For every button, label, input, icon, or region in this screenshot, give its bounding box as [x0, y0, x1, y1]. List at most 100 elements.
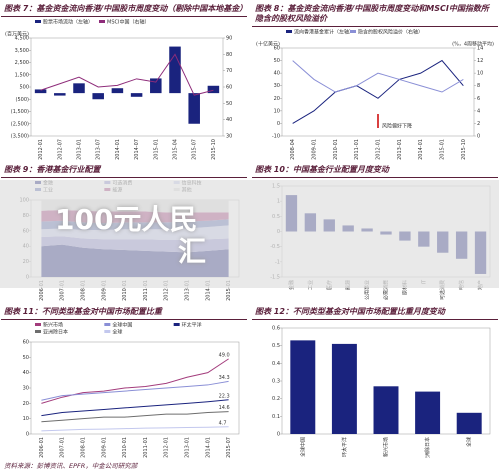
y-tick-label: 10: [477, 71, 483, 77]
y-tick-label: 30: [226, 134, 232, 140]
y-tick-label: 80: [226, 52, 232, 58]
x-tick-label: 2010-01: [122, 280, 128, 301]
y-tick-label: 0.6: [272, 326, 280, 332]
y-tick-label: 4,500: [15, 36, 29, 42]
y-axis-label: (百万美元): [5, 31, 29, 38]
x-tick-label: 2011-01: [143, 437, 149, 458]
y-tick-label: 0: [277, 432, 280, 438]
bar: [130, 93, 143, 97]
y-tick-label: 8: [477, 83, 480, 89]
x-tick-label: 2015-10: [211, 139, 217, 160]
bar: [92, 93, 104, 100]
legend-label: 全球中国: [112, 322, 132, 329]
source: 资料来源：彭博资讯、EPFR，中金公司研究部: [4, 462, 138, 470]
legend-label: 隐含的股权风险溢价（右轴）: [358, 29, 423, 36]
chart-title: 图表 10：中国基金行业配置月度变动: [252, 163, 498, 178]
x-tick-label: 环太平洋: [341, 437, 348, 457]
overlay-text: 汇: [178, 235, 207, 268]
x-tick-label: 2012-01: [38, 139, 44, 160]
y-tick-label: 500: [19, 85, 29, 91]
x-tick-label: 2008-01: [81, 280, 87, 301]
y-tick-label: 10: [23, 416, 29, 422]
x-tick-label: 亚洲除日本: [424, 437, 431, 458]
panel: 图表 12：不同类型基金对中国市场配置比重月度变动 0 0.1 0.2 0.3 0.4 0.…: [252, 305, 498, 458]
y-tick-label: 0.3: [272, 379, 280, 385]
line: [292, 59, 464, 124]
x-tick-label: 2014-01: [115, 139, 121, 160]
legend-swatch: [35, 330, 41, 333]
y-tick-label: 60: [226, 85, 232, 91]
x-tick-label: 2015-07: [226, 437, 232, 458]
y-tick-label: (2,500): [11, 121, 29, 127]
line: [41, 399, 229, 417]
x-tick-label: 全球: [466, 437, 473, 447]
y-tick-label: 0.2: [272, 396, 280, 402]
bar: [169, 46, 181, 94]
x-tick-label: 2006-01: [39, 280, 45, 301]
bar: [73, 83, 85, 94]
value-label: 49.0: [219, 352, 230, 358]
y-tick-label: 6: [477, 96, 480, 102]
bar: [456, 412, 482, 434]
x-tick-label: 全球中国: [299, 437, 306, 457]
y-tick-label: 2,500: [15, 60, 29, 66]
x-tick-label: 2013-01: [397, 139, 403, 160]
chart-title: 图表 7：基金资金流向香港/中国股市周度变动（剔除中国本地基金）: [1, 2, 247, 17]
legend-swatch: [286, 30, 292, 33]
bar: [290, 340, 316, 434]
y-tick-label: 0: [277, 121, 280, 127]
x-tick-label: 2011-01: [143, 280, 149, 301]
x-tick-label: 公用事业: [364, 280, 371, 300]
x-tick-label: 2007-01: [60, 280, 66, 301]
legend-swatch: [173, 323, 180, 326]
x-tick-label: 2012-01: [164, 280, 170, 301]
x-tick-label: 2013-01: [185, 437, 191, 458]
legend-swatch: [104, 323, 111, 326]
y-tick-label: 4: [477, 108, 480, 114]
x-tick-label: 新兴市场: [383, 437, 390, 457]
legend-label: 全球: [112, 329, 122, 336]
legend-label: 亚洲除日本: [43, 329, 68, 336]
x-tick-label: 2013-01: [77, 139, 83, 160]
x-tick-label: 2015-01: [153, 139, 159, 160]
y-tick-label: 0: [26, 432, 29, 438]
value-label: 22.3: [219, 393, 230, 399]
chart: (3,500) (2,500) (1,500) (500) 500 1,500 2,500 3…: [5, 19, 232, 160]
overlay: 100元人民 汇: [0, 180, 499, 288]
legend-swatch: [350, 30, 356, 33]
legend-label: 新兴市场: [43, 322, 63, 329]
x-tick-label: 2014-01: [418, 139, 424, 160]
y-axis-label: (十亿美元): [256, 41, 280, 48]
annotation: 风险偏好下降: [382, 123, 412, 130]
line: [41, 426, 229, 432]
y-tick-label: 3,500: [15, 48, 29, 54]
y-tick-label: 0.5: [272, 343, 280, 349]
y-tick-label: 0.4: [272, 361, 280, 367]
y2-axis-label: (%，4周移动平均): [452, 41, 494, 48]
chart-title: 图表 11：不同类型基金对中国市场配置比重: [1, 305, 247, 320]
value-label: 4.7: [219, 420, 227, 426]
y-tick-label: 60: [274, 46, 280, 52]
bar: [34, 89, 47, 94]
x-tick-label: 2012-01: [376, 139, 382, 160]
x-tick-label: 2015-10: [461, 139, 467, 160]
x-tick-label: 2014-01: [205, 280, 211, 301]
chart-title: 图表 9：香港基金行业配置: [1, 163, 247, 178]
overlay-text: 100元人民: [55, 203, 198, 236]
y-tick-label: 0.1: [272, 414, 280, 420]
legend-swatch: [104, 330, 111, 333]
y-tick-label: (1,500): [11, 109, 29, 115]
legend-swatch: [99, 20, 105, 23]
y-tick-label: 30: [274, 83, 280, 89]
bar: [150, 78, 162, 94]
x-tick-label: 2010-01: [122, 437, 128, 458]
line: [41, 358, 229, 404]
x-tick-label: 必需消费: [383, 280, 390, 300]
bar: [188, 93, 200, 124]
y-tick-label: 10: [274, 108, 280, 114]
legend-label: 环太平洋: [182, 322, 202, 329]
bar: [207, 85, 220, 94]
x-tick-label: 2007-01: [60, 437, 66, 458]
y-tick-label: 60: [23, 340, 29, 346]
y-tick-label: (500): [16, 97, 29, 103]
